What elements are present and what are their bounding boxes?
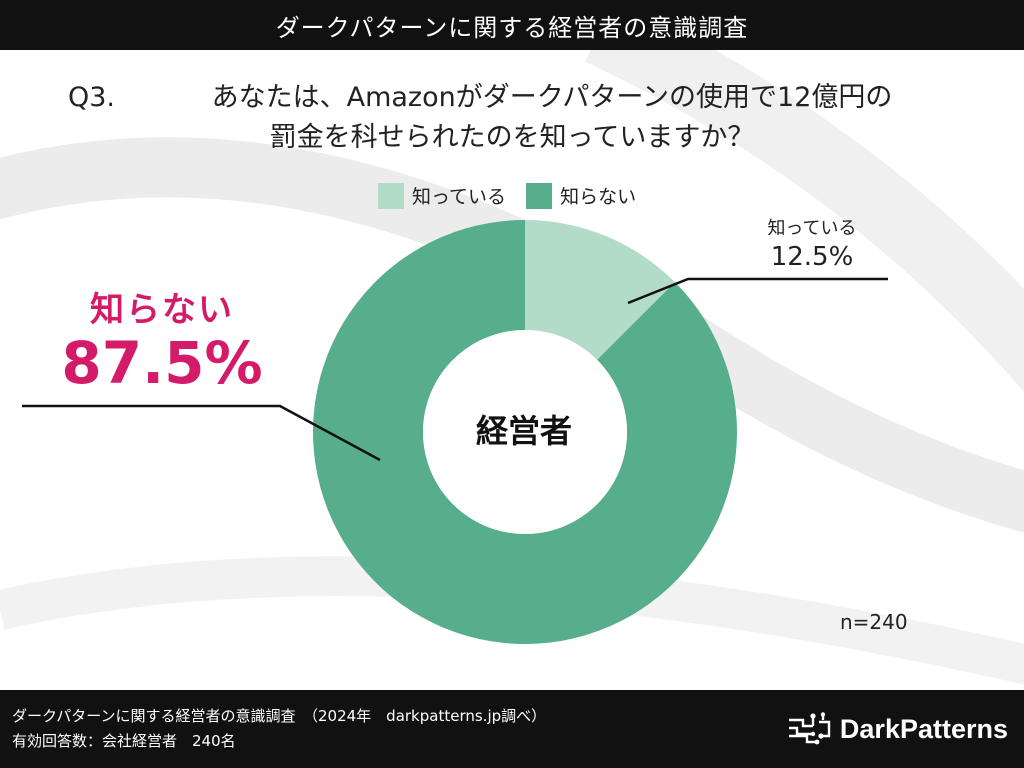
data-label-dont-know: 知らない 87.5% [52,282,272,397]
page-header: ダークパターンに関する経営者の意識調査 [0,0,1024,50]
data-label-dont-know-category: 知らない [90,290,234,330]
legend-label-know: 知っている [412,186,507,208]
question-line-2: 罰金を科せられたのを知っていますか？ [269,122,755,153]
question-text: Q3. あなたは、Amazonがダークパターンの使用で12億円の 罰金を科せられ… [0,78,1024,158]
legend-swatch-dont-know [526,182,553,209]
source-line-2: 有効回答数：会社経営者 240名 [12,732,236,750]
donut-slice-know [525,220,675,360]
source-note: ダークパターンに関する経営者の意識調査 （2024年 darkpatterns.… [12,704,546,754]
brand-logo: DarkPatterns [786,712,1008,746]
brand-name: DarkPatterns [839,713,1008,744]
leader-line-dont-know [22,404,381,462]
chart-legend: 知っている 知らない [378,182,656,209]
legend-label-dont-know: 知らない [560,186,637,208]
legend-item-know: 知っている [378,182,506,209]
data-label-dont-know-value: 87.5% [61,329,263,397]
donut-hole [423,330,627,534]
circuit-logo-icon [788,712,831,745]
donut-center-label: 経営者 [475,412,572,450]
header-title: ダークパターンに関する経営者の意識調査 [275,13,749,42]
sample-size: n=240 [840,610,908,634]
legend-item-dont-know: 知らない [526,182,636,209]
question-number: Q3. [68,82,116,113]
page-footer: ダークパターンに関する経営者の意識調査 （2024年 darkpatterns.… [0,690,1024,768]
data-label-know-category: 知っている [767,218,857,239]
donut-chart [22,220,888,644]
source-line-1: ダークパターンに関する経営者の意識調査 （2024年 darkpatterns.… [12,707,547,725]
data-label-know: 知っている 12.5% [742,214,882,272]
chart-canvas: Q3. あなたは、Amazonがダークパターンの使用で12億円の 罰金を科せられ… [0,50,1024,690]
legend-swatch-know [378,182,404,209]
question-line-1: あなたは、Amazonがダークパターンの使用で12億円の [211,82,893,113]
data-label-know-value: 12.5% [770,242,854,272]
donut-slice-dont-know [312,220,737,644]
leader-line-know [627,277,888,305]
